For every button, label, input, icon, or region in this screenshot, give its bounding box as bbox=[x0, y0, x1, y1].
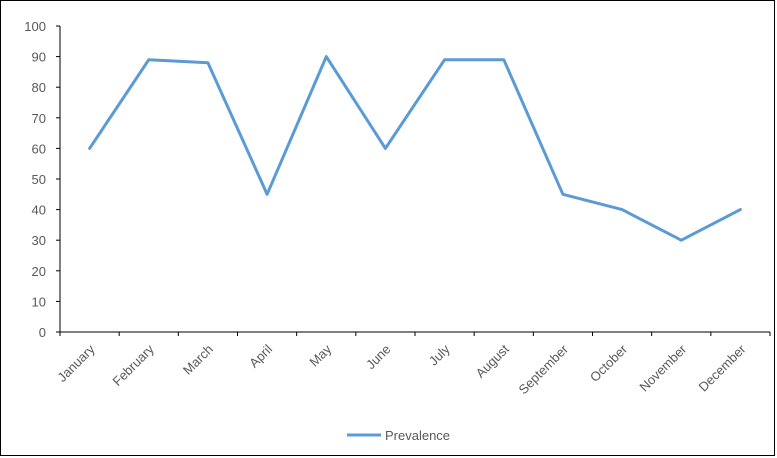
y-tick-label: 60 bbox=[32, 141, 46, 156]
y-tick-label: 30 bbox=[32, 233, 46, 248]
x-tick-label: December bbox=[696, 341, 749, 394]
y-tick-label: 90 bbox=[32, 50, 46, 65]
data-point bbox=[621, 208, 624, 211]
y-tick-label: 100 bbox=[24, 19, 46, 34]
data-point bbox=[88, 147, 91, 150]
y-tick-label: 50 bbox=[32, 172, 46, 187]
data-point bbox=[502, 58, 505, 61]
data-point bbox=[443, 58, 446, 61]
data-point bbox=[206, 61, 209, 64]
x-tick-label: October bbox=[587, 341, 631, 385]
data-point bbox=[561, 193, 564, 196]
y-tick-label: 10 bbox=[32, 294, 46, 309]
x-tick-label: April bbox=[246, 341, 275, 370]
y-axis-ticks: 0 10 20 30 40 50 60 70 80 90 100 bbox=[24, 19, 60, 340]
x-tick-label: January bbox=[54, 341, 98, 385]
y-tick-label: 70 bbox=[32, 111, 46, 126]
data-point bbox=[680, 239, 683, 242]
x-tick-label: July bbox=[426, 341, 453, 368]
x-tick-label: March bbox=[180, 342, 216, 378]
x-tick-label: February bbox=[109, 341, 157, 389]
data-point bbox=[384, 147, 387, 150]
y-tick-label: 40 bbox=[32, 203, 46, 218]
x-tick-label: August bbox=[473, 341, 512, 380]
x-tick-label: November bbox=[636, 341, 689, 394]
data-point bbox=[739, 208, 742, 211]
series-line bbox=[88, 55, 742, 242]
x-axis-ticks: January February March April May June July Augu… bbox=[54, 332, 771, 397]
y-tick-label: 0 bbox=[39, 325, 46, 340]
x-tick-label: September bbox=[515, 341, 571, 397]
legend: Prevalence bbox=[347, 428, 450, 443]
axes bbox=[59, 26, 770, 333]
series-group bbox=[88, 55, 742, 242]
y-tick-label: 80 bbox=[32, 80, 46, 95]
legend-label: Prevalence bbox=[385, 428, 450, 443]
data-point bbox=[325, 55, 328, 58]
data-point bbox=[147, 58, 150, 61]
data-point bbox=[266, 193, 269, 196]
x-tick-label: May bbox=[306, 341, 334, 369]
x-tick-label: June bbox=[363, 342, 394, 373]
y-tick-label: 20 bbox=[32, 264, 46, 279]
